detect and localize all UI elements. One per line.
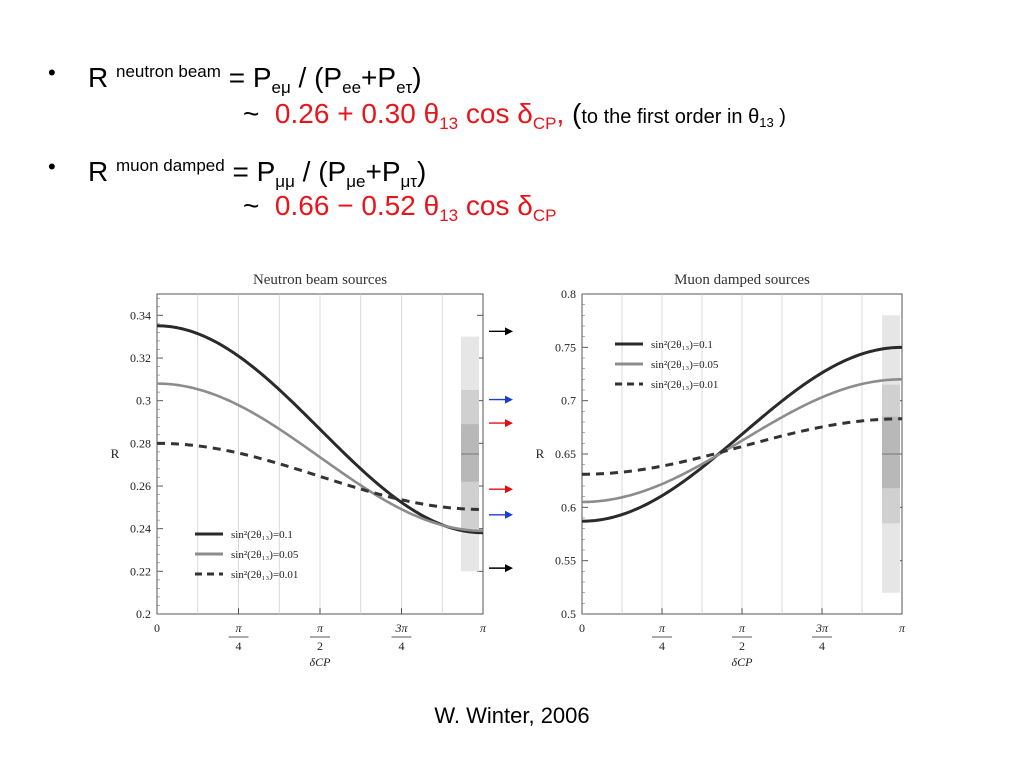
eq-part: +P — [361, 62, 397, 93]
y-tick-label: 0.2 — [136, 607, 151, 621]
y-tick-label: 0.65 — [555, 447, 576, 461]
legend-label: sin²(2θ₁₃)=0.01 — [651, 379, 718, 391]
x-tick-label: 0 — [154, 621, 160, 635]
bullet-2: • — [48, 154, 56, 179]
x-tick-numerator: 3π — [394, 621, 408, 635]
error-band — [461, 424, 479, 482]
x-tick-label: π — [899, 621, 906, 635]
series-line — [581, 417, 903, 476]
eq-part: +P — [365, 156, 401, 187]
eq-part: / (P — [290, 62, 343, 93]
x-tick-numerator: 3π — [815, 621, 829, 635]
chart-title: Neutron beam sources — [253, 272, 387, 288]
y-tick-label: 0.28 — [130, 436, 151, 450]
eq-part: = P — [232, 156, 276, 187]
approx-sign: ~ — [243, 190, 260, 221]
muon-ratio-definition: R muon damped = Pμμ / (Pμe+Pμτ) — [88, 150, 426, 198]
sub: eμ — [271, 78, 291, 97]
eq-part: ) — [412, 62, 422, 93]
series-line — [156, 324, 484, 535]
error-band — [882, 416, 900, 489]
y-axis-label: R — [536, 446, 545, 461]
muon-ratio-approx: ~ 0.66 − 0.52 θ13 cos δCP — [243, 190, 556, 232]
arrow-head — [505, 510, 513, 519]
y-tick-label: 0.24 — [130, 522, 151, 536]
sub: μμ — [275, 172, 295, 191]
sub: ee — [342, 78, 362, 97]
approx-expression: 0.26 + 0.30 θ13 cos δCP, — [274, 98, 565, 133]
paren: ( — [564, 98, 582, 129]
arrow-head — [505, 564, 513, 573]
arrow-head — [505, 485, 513, 494]
neutron-beam-chart: Neutron beam sources 0.2 0.22 0.24 0.26 0.28 0… — [111, 272, 513, 669]
legend-label: sin²(2θ₁₃)=0.1 — [651, 339, 713, 351]
arrow-head — [505, 395, 513, 404]
x-axis-label: δCP — [310, 655, 332, 669]
series-line — [581, 345, 903, 523]
y-axis-label: R — [111, 446, 120, 461]
ratio-label: muon damped — [116, 156, 225, 175]
y-tick-label: 0.34 — [130, 308, 151, 322]
series-line — [581, 378, 903, 504]
credit: W. Winter, 2006 — [434, 703, 590, 728]
x-tick-numerator: π — [739, 621, 746, 635]
x-tick-numerator: π — [235, 621, 242, 635]
x-tick-numerator: π — [317, 621, 324, 635]
y-tick-label: 0.55 — [555, 554, 576, 568]
neutron-ratio-definition: R neutron beam = Peμ / (Pee+Peτ) — [88, 56, 422, 104]
order-note: to the first order in θ13 ) — [581, 106, 786, 130]
x-tick-numerator: π — [659, 621, 666, 635]
x-tick-label: 0 — [579, 621, 585, 635]
x-axis-label: δCP — [732, 655, 754, 669]
legend-label: sin²(2θ₁₃)=0.05 — [651, 359, 719, 371]
x-tick-label: π — [480, 621, 487, 635]
eq-part: ) — [417, 156, 427, 187]
y-tick-label: 0.3 — [136, 394, 151, 408]
legend-label: sin²(2θ₁₃)=0.01 — [231, 569, 298, 581]
eq-part: = P — [228, 62, 272, 93]
eq-part: / (P — [294, 156, 347, 187]
y-tick-label: 0.26 — [130, 479, 151, 493]
muon-damped-chart: Muon damped sources 0.5 0.55 0.6 0.65 0.7 0.75… — [536, 272, 906, 669]
chart-title: Muon damped sources — [674, 272, 810, 288]
legend-label: sin²(2θ₁₃)=0.1 — [231, 529, 293, 541]
y-tick-label: 0.75 — [555, 340, 576, 354]
ratio-label: neutron beam — [116, 62, 221, 81]
y-tick-label: 0.8 — [561, 287, 576, 301]
y-tick-label: 0.6 — [561, 500, 576, 514]
neutron-ratio-approx: ~ 0.26 + 0.30 θ13 cos δCP, (to the first… — [243, 98, 786, 140]
bullet-1: • — [48, 60, 56, 85]
arrow-head — [505, 419, 513, 428]
legend-label: sin²(2θ₁₃)=0.05 — [231, 549, 299, 561]
sub: eτ — [396, 78, 413, 97]
approx-sign: ~ — [243, 98, 260, 129]
y-tick-label: 0.32 — [130, 351, 151, 365]
x-tick-denominator: 4 — [399, 639, 405, 653]
ratio-symbol: R — [88, 62, 109, 93]
x-tick-denominator: 4 — [819, 639, 825, 653]
ratio-symbol: R — [88, 156, 109, 187]
x-tick-denominator: 4 — [659, 639, 665, 653]
y-tick-label: 0.7 — [561, 394, 576, 408]
x-tick-denominator: 2 — [739, 639, 745, 653]
sub: μτ — [400, 172, 418, 191]
sub: μe — [346, 172, 366, 191]
x-tick-denominator: 2 — [317, 639, 323, 653]
y-tick-label: 0.22 — [130, 564, 151, 578]
y-tick-label: 0.5 — [561, 607, 576, 621]
approx-expression: 0.66 − 0.52 θ13 cos δCP — [274, 190, 557, 225]
series-line — [156, 382, 484, 533]
x-tick-denominator: 4 — [236, 639, 242, 653]
arrow-head — [505, 327, 513, 336]
